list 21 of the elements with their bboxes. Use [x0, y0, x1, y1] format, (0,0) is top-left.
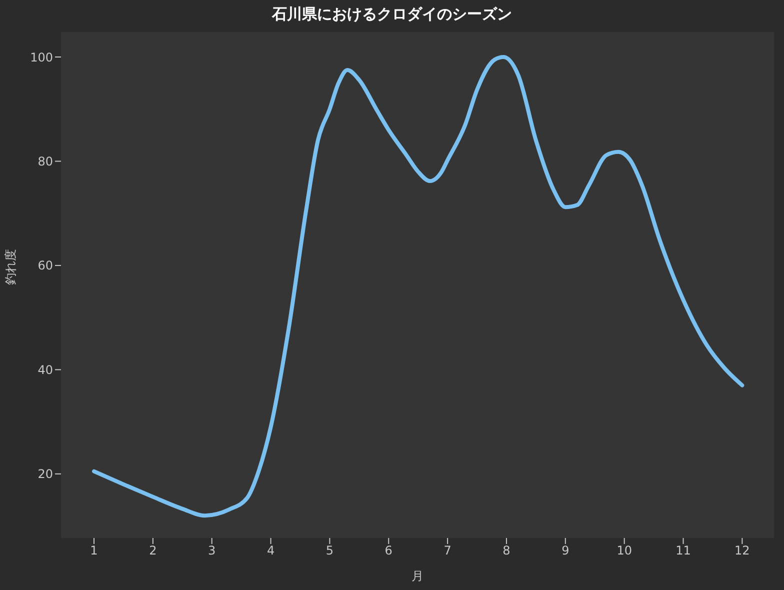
y-tick-label: 60 — [38, 258, 53, 273]
x-tick-label: 8 — [502, 544, 510, 558]
x-tick-label: 10 — [616, 544, 632, 558]
y-tick-label: 40 — [38, 362, 53, 377]
y-axis-title: 釣れ度 — [3, 249, 18, 285]
x-tick-label: 3 — [208, 544, 216, 558]
x-tick-label: 1 — [90, 544, 98, 558]
x-tick-label: 7 — [444, 544, 452, 558]
x-tick-label: 12 — [734, 544, 750, 558]
x-tick-label: 5 — [326, 544, 334, 558]
x-tick-label: 11 — [676, 544, 691, 558]
chart-title: 石川県におけるクロダイのシーズン — [270, 5, 513, 24]
x-axis-title: 月 — [412, 569, 424, 583]
x-tick-label: 4 — [266, 544, 275, 558]
y-tick-label: 100 — [30, 50, 53, 64]
x-tick-label: 6 — [384, 544, 392, 558]
x-tick-label: 2 — [149, 544, 157, 558]
y-tick-label: 20 — [38, 467, 53, 482]
y-tick-label: 80 — [38, 154, 53, 168]
line-series — [92, 55, 744, 518]
x-tick-label: 9 — [562, 544, 570, 558]
